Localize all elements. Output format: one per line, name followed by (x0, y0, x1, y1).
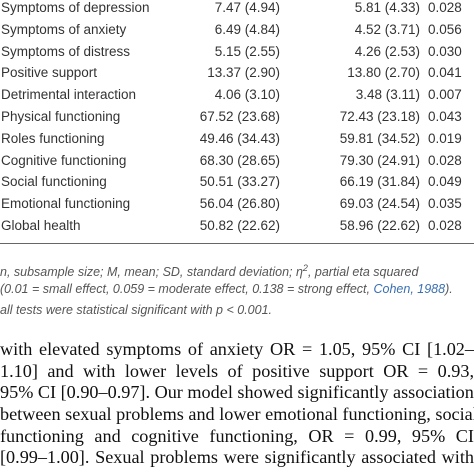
cell-value: 13.37 (2.90) (207, 65, 280, 81)
cell-value: 0.049 (428, 174, 462, 190)
table-row: Detrimental interaction 4.06 (3.10) 3.48 (… (0, 85, 474, 105)
cell-value: 13.80 (2.70) (347, 65, 420, 81)
table-row: Roles functioning 49.46 (34.43) 59.81 (34.… (0, 129, 474, 149)
cell-value: 50.51 (33.27) (199, 174, 280, 190)
cell-value: 4.52 (3.71) (354, 21, 420, 37)
text-line: 95% CI [0.90–0.97]. Our model showed sig… (0, 382, 474, 403)
cell-value: 58.96 (22.62) (339, 218, 420, 233)
row-label: Physical functioning (1, 109, 121, 124)
table-row: Symptoms of anxiety 6.49 (4.84) 4.52 (3.71… (0, 20, 474, 40)
table-row: Emotional functioning 56.04 (26.80) 69.03 … (0, 194, 474, 214)
footnote-text: ). (445, 282, 453, 296)
table-row: Symptoms of depression 7.47 (4.94) 5.81 (4… (0, 0, 474, 18)
footnote-text: , partial eta squared (307, 265, 419, 280)
cell-value: 4.06 (3.10) (214, 87, 280, 103)
text-line: with elevated symptoms of anxiety OR = 1… (0, 339, 474, 359)
cell-value: 0.030 (428, 43, 462, 59)
footnote-text: all tests were statistical significant w… (0, 303, 273, 317)
cell-value: 3.48 (3.11) (355, 87, 420, 103)
cell-value: 72.43 (23.18) (339, 109, 420, 124)
row-label: Social functioning (1, 174, 107, 190)
cell-value: 79.30 (24.91) (339, 152, 420, 168)
cell-value: 50.82 (22.62) (199, 218, 280, 233)
cell-value: 4.26 (2.53) (354, 43, 420, 59)
cell-value: 5.81 (4.33) (354, 0, 420, 15)
cell-value: 66.19 (31.84) (339, 174, 420, 190)
table-row: Positive support 13.37 (2.90) 13.80 (2.70)… (0, 63, 474, 83)
cell-value: 49.46 (34.43) (199, 130, 280, 146)
row-label: Roles functioning (1, 130, 105, 146)
cell-value: 0.019 (428, 130, 462, 146)
footnote-text: (0.01 = small effect, 0.059 = moderate e… (0, 282, 374, 296)
row-label: Symptoms of distress (1, 43, 131, 59)
table-row: Social functioning 50.51 (33.27) 66.19 (31… (0, 172, 474, 192)
row-label: Cognitive functioning (1, 152, 127, 168)
text-line: [0.99–1.00]. Sexual problems were signif… (0, 447, 474, 468)
citation-link[interactable]: Cohen, 1988 (373, 282, 446, 296)
cell-value: 0.056 (428, 21, 462, 37)
footnote-line: (0.01 = small effect, 0.059 = moderate e… (0, 280, 474, 298)
cell-value: 0.041 (428, 65, 462, 81)
text-line: 1.10] and with lower levels of positive … (0, 360, 474, 381)
row-label: Detrimental interaction (1, 87, 137, 103)
row-label: Symptoms of anxiety (1, 21, 127, 37)
text-line: between sexual problems and lower emotio… (0, 404, 474, 425)
cell-value: 68.30 (28.65) (199, 152, 280, 168)
cell-value: 6.49 (4.84) (214, 21, 280, 37)
row-label: Emotional functioning (1, 196, 131, 212)
cell-value: 59.81 (34.52) (339, 130, 420, 146)
cell-value: 0.035 (428, 196, 462, 212)
table-row: Global health 50.82 (22.62) 58.96 (22.62) 0… (0, 216, 474, 236)
footnote-text: n, subsample size; M, mean; SD, standard… (0, 265, 303, 280)
cell-value: 0.028 (428, 218, 462, 233)
row-label: Global health (1, 218, 81, 233)
table-row: Symptoms of distress 5.15 (2.55) 4.26 (2.5… (0, 42, 474, 62)
cell-value: 7.47 (4.94) (214, 0, 280, 15)
table-row: Physical functioning 67.52 (23.68) 72.43 (… (0, 107, 474, 127)
footnote-line: all tests were statistical significant w… (0, 301, 474, 319)
text-line: functioning and cognitive functioning, O… (0, 425, 474, 446)
table-rule (0, 243, 474, 244)
cell-value: 67.52 (23.68) (199, 109, 280, 124)
cell-value: 0.028 (428, 0, 462, 15)
row-label: Positive support (1, 65, 98, 81)
cell-value: 0.043 (428, 109, 462, 124)
superscript: 2 (302, 263, 308, 273)
cell-value: 0.028 (428, 152, 462, 168)
footnote-line: n, subsample size; M, mean; SD, standard… (0, 259, 474, 281)
results-table: Symptoms of depression 7.47 (4.94) 5.81 (4… (0, 0, 474, 236)
cell-value: 69.03 (24.54) (339, 196, 420, 212)
cell-value: 0.007 (428, 87, 462, 103)
row-label: Symptoms of depression (1, 0, 150, 15)
cell-value: 56.04 (26.80) (199, 196, 280, 212)
body-text: with elevated symptoms of anxiety OR = 1… (0, 338, 474, 468)
table-row: Cognitive functioning 68.30 (28.65) 79.30 … (0, 151, 474, 171)
cell-value: 5.15 (2.55) (214, 43, 280, 59)
